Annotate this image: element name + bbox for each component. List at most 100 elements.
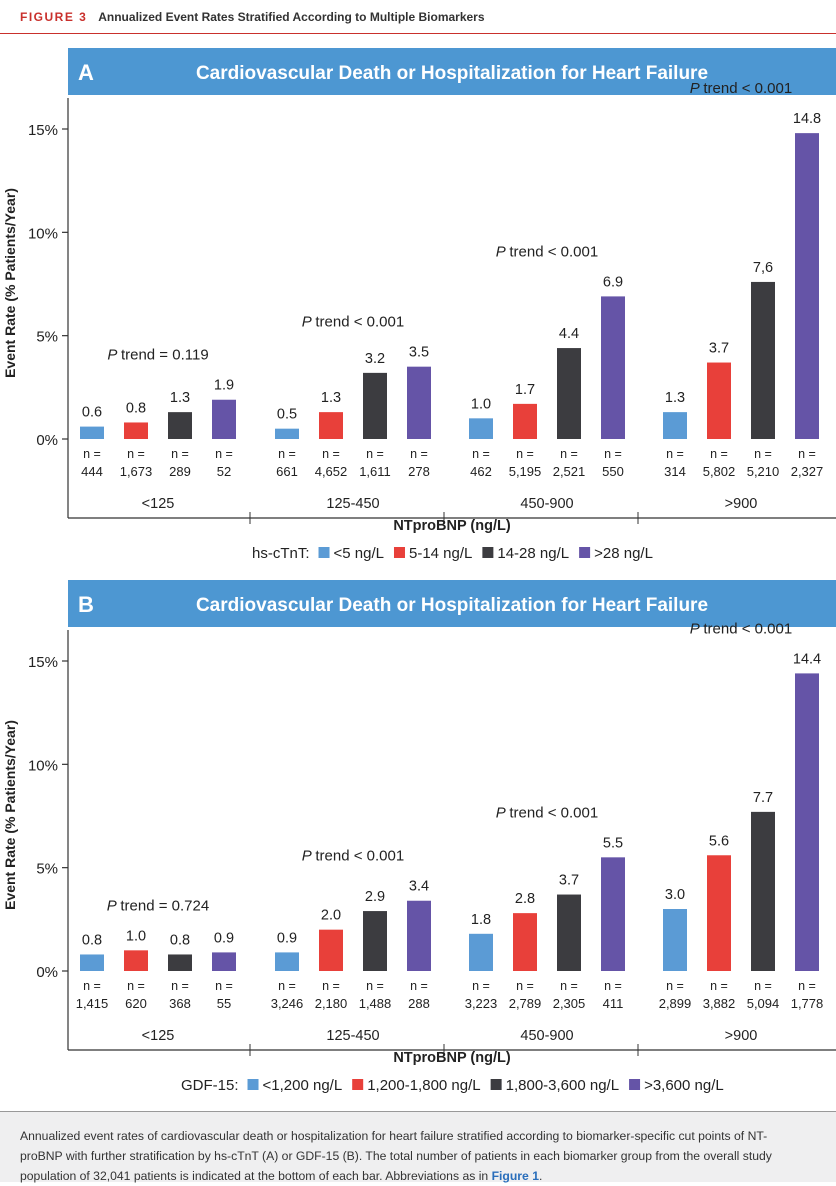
n-count-label: 550 xyxy=(602,464,624,479)
bar-value-label: 0.9 xyxy=(214,930,234,946)
legend-title: GDF-15: xyxy=(181,1077,239,1094)
legend-entry: <5 ng/L xyxy=(334,545,384,562)
n-count-label: 2,180 xyxy=(315,996,348,1011)
y-tick-label: 5% xyxy=(36,329,58,346)
p-trend-label: P trend = 0.119 xyxy=(107,347,208,364)
bar xyxy=(707,362,731,439)
legend-swatch xyxy=(629,1079,641,1090)
p-trend-value: trend < 0.001 xyxy=(315,314,404,331)
n-prefix-label: n = xyxy=(366,979,384,993)
n-prefix-label: n = xyxy=(322,979,340,993)
panel-title: Cardiovascular Death or Hospitalization … xyxy=(196,595,708,616)
bar xyxy=(168,954,192,971)
legend-swatch xyxy=(393,547,405,558)
y-tick-label: 15% xyxy=(28,654,58,671)
p-symbol: P xyxy=(107,897,121,914)
panel-title: Cardiovascular Death or Hospitalization … xyxy=(196,63,708,84)
bar-value-label: 1.3 xyxy=(321,390,341,406)
bar-value-label: 1.0 xyxy=(126,928,146,944)
n-prefix-label: n = xyxy=(666,447,684,461)
x-category-label: <125 xyxy=(142,496,175,512)
bar-value-label: 1.3 xyxy=(170,390,190,406)
bar-value-label: 1.0 xyxy=(471,396,491,412)
legend-swatch xyxy=(579,547,591,558)
bar xyxy=(663,909,687,971)
legend-swatch xyxy=(318,547,330,558)
legend-entry: 1,800-3,600 ng/L xyxy=(506,1077,619,1094)
bar-value-label: 7,6 xyxy=(753,260,773,276)
n-prefix-label: n = xyxy=(278,979,296,993)
bar-value-label: 0.8 xyxy=(82,932,102,948)
bar-value-label: 4.4 xyxy=(559,326,579,342)
n-prefix-label: n = xyxy=(127,447,145,461)
p-trend-value: trend < 0.001 xyxy=(509,243,598,260)
bar xyxy=(80,954,104,971)
x-axis-label: NTproBNP (ng/L) xyxy=(393,518,510,534)
n-count-label: 288 xyxy=(408,996,430,1011)
n-prefix-label: n = xyxy=(127,979,145,993)
n-count-label: 1,673 xyxy=(120,464,153,479)
p-trend-value: trend = 0.724 xyxy=(120,897,209,914)
bar xyxy=(80,426,104,439)
bar xyxy=(557,894,581,971)
bar xyxy=(513,913,537,971)
p-trend-label: P trend < 0.001 xyxy=(690,80,792,97)
n-count-label: 278 xyxy=(408,464,430,479)
n-prefix-label: n = xyxy=(754,447,772,461)
bar-value-label: 14.4 xyxy=(793,651,821,667)
x-category-label: 125-450 xyxy=(326,1028,379,1044)
p-trend-label: P trend < 0.001 xyxy=(302,314,404,331)
bar-value-label: 0.8 xyxy=(170,932,190,948)
n-count-label: 4,652 xyxy=(315,464,348,479)
figure-number: FIGURE 3 xyxy=(20,10,88,24)
x-category-label: 450-900 xyxy=(520,496,573,512)
bar-value-label: 0.6 xyxy=(82,405,102,421)
legend-swatch xyxy=(247,1079,259,1090)
legend-entry: 5-14 ng/L xyxy=(409,545,472,562)
n-count-label: 411 xyxy=(603,996,624,1011)
p-trend-label: P trend = 0.724 xyxy=(107,897,209,914)
p-trend-value: trend < 0.001 xyxy=(509,804,598,821)
bar xyxy=(212,952,236,971)
p-trend-value: trend < 0.001 xyxy=(703,620,792,637)
n-prefix-label: n = xyxy=(710,979,728,993)
y-axis-label: Event Rate (% Patients/Year) xyxy=(2,720,18,910)
bar xyxy=(469,933,493,971)
p-trend-value: trend < 0.001 xyxy=(315,848,404,865)
bar-value-label: 5.5 xyxy=(603,835,623,851)
n-count-label: 2,327 xyxy=(791,464,824,479)
p-trend-value: trend < 0.001 xyxy=(703,80,792,97)
n-count-label: 5,210 xyxy=(747,464,780,479)
n-prefix-label: n = xyxy=(410,447,428,461)
bar xyxy=(751,281,775,439)
bar-value-label: 1.9 xyxy=(214,378,234,394)
bar xyxy=(212,399,236,439)
bar xyxy=(363,372,387,439)
y-tick-label: 10% xyxy=(28,757,58,774)
p-trend-label: P trend < 0.001 xyxy=(302,848,404,865)
n-count-label: 289 xyxy=(169,464,191,479)
caption-figure-link[interactable]: Figure 1 xyxy=(491,1169,539,1183)
y-tick-label: 10% xyxy=(28,225,58,242)
p-symbol: P xyxy=(690,620,704,637)
n-count-label: 5,802 xyxy=(703,464,736,479)
bar-value-label: 3.5 xyxy=(409,345,429,361)
bar-value-label: 3.4 xyxy=(409,879,429,895)
bar-value-label: 2.9 xyxy=(365,889,385,905)
n-prefix-label: n = xyxy=(754,979,772,993)
n-count-label: 1,488 xyxy=(359,996,392,1011)
n-prefix-label: n = xyxy=(215,447,233,461)
n-prefix-label: n = xyxy=(472,979,490,993)
figure-header: FIGURE 3 Annualized Event Rates Stratifi… xyxy=(0,0,836,34)
n-count-label: 2,305 xyxy=(553,996,586,1011)
bar xyxy=(795,133,819,439)
p-symbol: P xyxy=(690,80,704,97)
n-prefix-label: n = xyxy=(215,979,233,993)
legend-swatch xyxy=(482,547,494,558)
n-count-label: 2,899 xyxy=(659,996,692,1011)
n-prefix-label: n = xyxy=(171,979,189,993)
n-prefix-label: n = xyxy=(798,979,816,993)
y-tick-label: 15% xyxy=(28,122,58,139)
figure-caption: Annualized event rates of cardiovascular… xyxy=(0,1111,836,1183)
legend-swatch xyxy=(352,1079,364,1090)
